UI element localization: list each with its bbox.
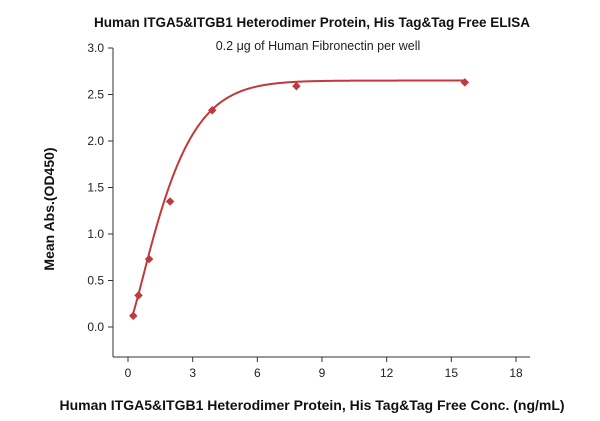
x-tick-label: 0 <box>125 366 132 380</box>
chart-title: Human ITGA5&ITGB1 Heterodimer Protein, H… <box>94 15 530 30</box>
x-ticks: 0 3 6 9 12 15 18 <box>125 357 523 380</box>
data-point <box>134 291 143 300</box>
y-tick-label: 1.5 <box>87 181 104 195</box>
x-tick-label: 12 <box>380 366 394 380</box>
data-point <box>207 105 217 115</box>
y-tick-label: 0.5 <box>87 274 104 288</box>
y-axis-label: Mean Abs.(OD450) <box>41 147 57 270</box>
x-tick-label: 3 <box>189 366 196 380</box>
data-point <box>128 311 138 321</box>
y-tick-label: 2.0 <box>87 134 104 148</box>
y-tick-label: 3.0 <box>87 41 104 55</box>
data-points <box>128 78 470 321</box>
data-point <box>460 78 470 87</box>
x-tick-label: 18 <box>509 366 523 380</box>
chart-subtitle: 0.2 μg of Human Fibronectin per well <box>216 39 421 53</box>
x-tick-label: 15 <box>445 366 459 380</box>
y-tick-label: 1.0 <box>87 227 104 241</box>
x-tick-label: 9 <box>319 366 326 380</box>
y-ticks: 0.0 0.5 1.0 1.5 2.0 2.5 3.0 <box>87 41 113 334</box>
x-tick-label: 6 <box>254 366 261 380</box>
x-axis-label: Human ITGA5&ITGB1 Heterodimer Protein, H… <box>59 397 564 413</box>
fit-curve-line <box>132 79 465 314</box>
y-tick-label: 0.0 <box>87 320 104 334</box>
y-tick-label: 2.5 <box>87 88 104 102</box>
data-point <box>292 81 301 91</box>
data-point <box>144 254 154 264</box>
data-point <box>165 197 175 206</box>
plot-area: 0.0 0.5 1.0 1.5 2.0 2.5 3.0 0 3 6 9 12 15 18 <box>87 41 530 380</box>
